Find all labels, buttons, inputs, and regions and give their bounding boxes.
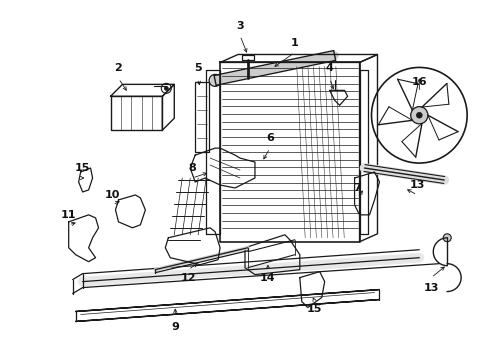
Text: 9: 9: [172, 323, 179, 332]
Circle shape: [164, 86, 168, 90]
Text: 5: 5: [195, 63, 202, 73]
Circle shape: [443, 234, 451, 242]
Text: 6: 6: [266, 133, 274, 143]
Text: 1: 1: [291, 37, 299, 48]
Circle shape: [416, 112, 422, 118]
Text: 2: 2: [115, 63, 122, 73]
Circle shape: [212, 77, 218, 84]
Circle shape: [411, 107, 428, 124]
Text: 12: 12: [180, 273, 196, 283]
Text: 4: 4: [326, 63, 334, 73]
Text: 13: 13: [423, 283, 439, 293]
Text: 16: 16: [412, 77, 427, 87]
Circle shape: [209, 75, 221, 86]
Text: 11: 11: [61, 210, 76, 220]
Text: 14: 14: [260, 273, 276, 283]
Text: 15: 15: [75, 163, 90, 173]
Text: 8: 8: [188, 163, 196, 173]
Text: 7: 7: [354, 183, 362, 193]
Text: 10: 10: [105, 190, 120, 200]
Text: 13: 13: [410, 180, 425, 190]
Text: 15: 15: [307, 305, 322, 315]
Text: 3: 3: [236, 21, 244, 31]
